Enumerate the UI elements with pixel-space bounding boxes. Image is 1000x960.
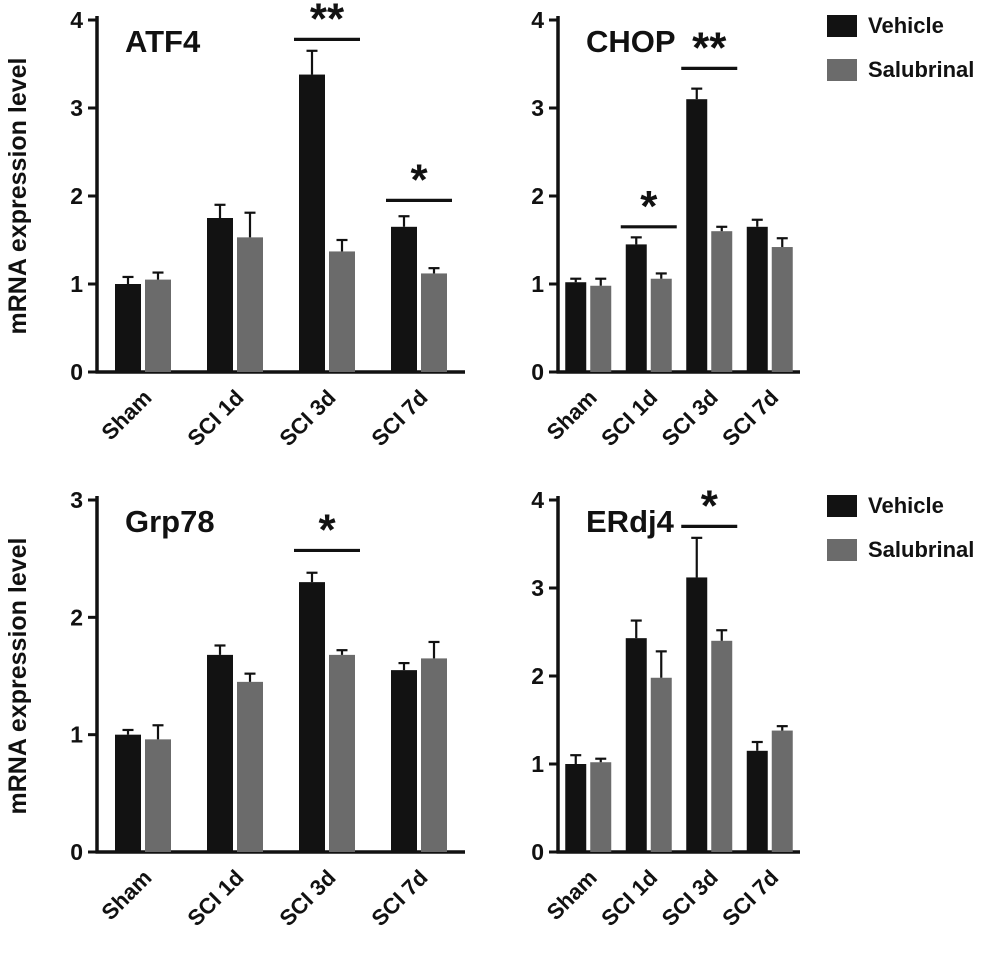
- panel-title: CHOP: [586, 24, 676, 59]
- bar-vehicle: [565, 764, 587, 852]
- bar-vehicle: [625, 244, 647, 372]
- bar-vehicle: [207, 218, 233, 372]
- x-tick-label: Sham: [542, 865, 602, 925]
- bar-vehicle: [565, 282, 587, 372]
- panel-title: ATF4: [125, 24, 201, 59]
- bar-salubrinal: [145, 279, 171, 372]
- significance-label: **: [310, 0, 345, 43]
- bar-salubrinal: [237, 237, 263, 372]
- y-tick-label: 3: [70, 487, 83, 513]
- bar-vehicle: [625, 638, 647, 852]
- y-tick-label: 0: [70, 839, 83, 865]
- significance-label: **: [692, 23, 727, 72]
- bar-salubrinal: [237, 681, 263, 852]
- chart-svg: mRNA expression level 0 1 2 3 4 Sham SCI 1d SCI …: [4, 0, 465, 451]
- legend-label: Vehicle: [868, 493, 944, 518]
- chart-panel-grp78: mRNA expression level 0 1 2 3 Sham SCI 1d SCI 3…: [0, 480, 500, 960]
- bar-vehicle: [115, 734, 141, 852]
- chart-svg: mRNA expression level 0 1 2 3 Sham SCI 1d SCI 3…: [4, 487, 465, 931]
- bar-salubrinal: [145, 739, 171, 852]
- significance-label: *: [318, 505, 336, 554]
- y-tick-label: 1: [70, 271, 83, 297]
- bar-vehicle: [686, 577, 708, 852]
- y-axis-label: mRNA expression level: [4, 58, 32, 335]
- x-tick-label: SCI 1d: [182, 385, 248, 451]
- significance-label: *: [640, 182, 658, 231]
- bar-vehicle: [746, 750, 768, 852]
- chart-panel-erdj4: 0 1 2 3 4 Sham SCI 1d SCI 3d SCI 7d * ERdj4 Vehicle…: [500, 480, 1000, 960]
- y-tick-label: 2: [531, 663, 544, 689]
- bar-vehicle: [207, 654, 233, 852]
- x-tick-label: SCI 7d: [717, 385, 783, 451]
- x-tick-label: SCI 3d: [274, 385, 340, 451]
- x-tick-label: SCI 3d: [274, 865, 340, 931]
- legend-swatch-salubrinal: [827, 539, 857, 561]
- y-tick-label: 2: [70, 604, 83, 630]
- x-tick-label: SCI 7d: [717, 865, 783, 931]
- bar-salubrinal: [590, 762, 612, 852]
- bar-salubrinal: [711, 231, 733, 372]
- y-tick-label: 0: [531, 839, 544, 865]
- legend-label: Salubrinal: [868, 57, 974, 82]
- x-tick-label: SCI 7d: [366, 865, 432, 931]
- y-tick-label: 4: [531, 7, 544, 33]
- legend-swatch-salubrinal: [827, 59, 857, 81]
- bar-vehicle: [299, 74, 325, 372]
- y-tick-label: 3: [70, 95, 83, 121]
- chart-panel-atf4: mRNA expression level 0 1 2 3 4 Sham SCI 1d SCI …: [0, 0, 500, 480]
- y-tick-label: 2: [531, 183, 544, 209]
- bar-salubrinal: [421, 658, 447, 852]
- bar-salubrinal: [650, 677, 672, 852]
- y-tick-label: 4: [531, 487, 544, 513]
- y-tick-label: 0: [70, 359, 83, 385]
- legend-swatch-vehicle: [827, 15, 857, 37]
- y-axis-label: mRNA expression level: [4, 538, 32, 815]
- x-tick-label: SCI 7d: [366, 385, 432, 451]
- bar-salubrinal: [421, 273, 447, 372]
- significance-label: *: [410, 155, 428, 204]
- y-tick-label: 2: [70, 183, 83, 209]
- bar-vehicle: [746, 226, 768, 372]
- bar-vehicle: [299, 582, 325, 852]
- bar-salubrinal: [329, 251, 355, 372]
- y-tick-label: 1: [531, 751, 544, 777]
- bar-salubrinal: [650, 278, 672, 372]
- y-tick-label: 1: [70, 722, 83, 748]
- bar-vehicle: [686, 99, 708, 372]
- y-tick-label: 0: [531, 359, 544, 385]
- y-tick-label: 3: [531, 575, 544, 601]
- bar-salubrinal: [771, 247, 793, 372]
- bar-vehicle: [391, 226, 417, 372]
- x-tick-label: Sham: [542, 385, 602, 445]
- x-tick-label: Sham: [96, 865, 156, 925]
- legend-label: Salubrinal: [868, 537, 974, 562]
- bar-salubrinal: [329, 654, 355, 852]
- y-tick-label: 1: [531, 271, 544, 297]
- x-tick-label: SCI 1d: [182, 865, 248, 931]
- bar-salubrinal: [771, 730, 793, 852]
- x-tick-label: SCI 1d: [596, 385, 662, 451]
- x-tick-label: SCI 3d: [657, 865, 723, 931]
- bar-vehicle: [391, 670, 417, 852]
- bar-salubrinal: [711, 640, 733, 852]
- legend-label: Vehicle: [868, 13, 944, 38]
- bar-salubrinal: [590, 285, 612, 372]
- chart-panel-chop: 0 1 2 3 4 Sham SCI 1d SCI 3d SCI 7d * ** CHOP Vehicl…: [500, 0, 1000, 480]
- significance-label: *: [701, 481, 719, 530]
- y-tick-label: 4: [70, 7, 83, 33]
- x-tick-label: Sham: [96, 385, 156, 445]
- y-tick-label: 3: [531, 95, 544, 121]
- x-tick-label: SCI 3d: [657, 385, 723, 451]
- x-tick-label: SCI 1d: [596, 865, 662, 931]
- legend-swatch-vehicle: [827, 495, 857, 517]
- panel-title: Grp78: [125, 504, 215, 539]
- bar-vehicle: [115, 284, 141, 372]
- panel-title: ERdj4: [586, 504, 675, 539]
